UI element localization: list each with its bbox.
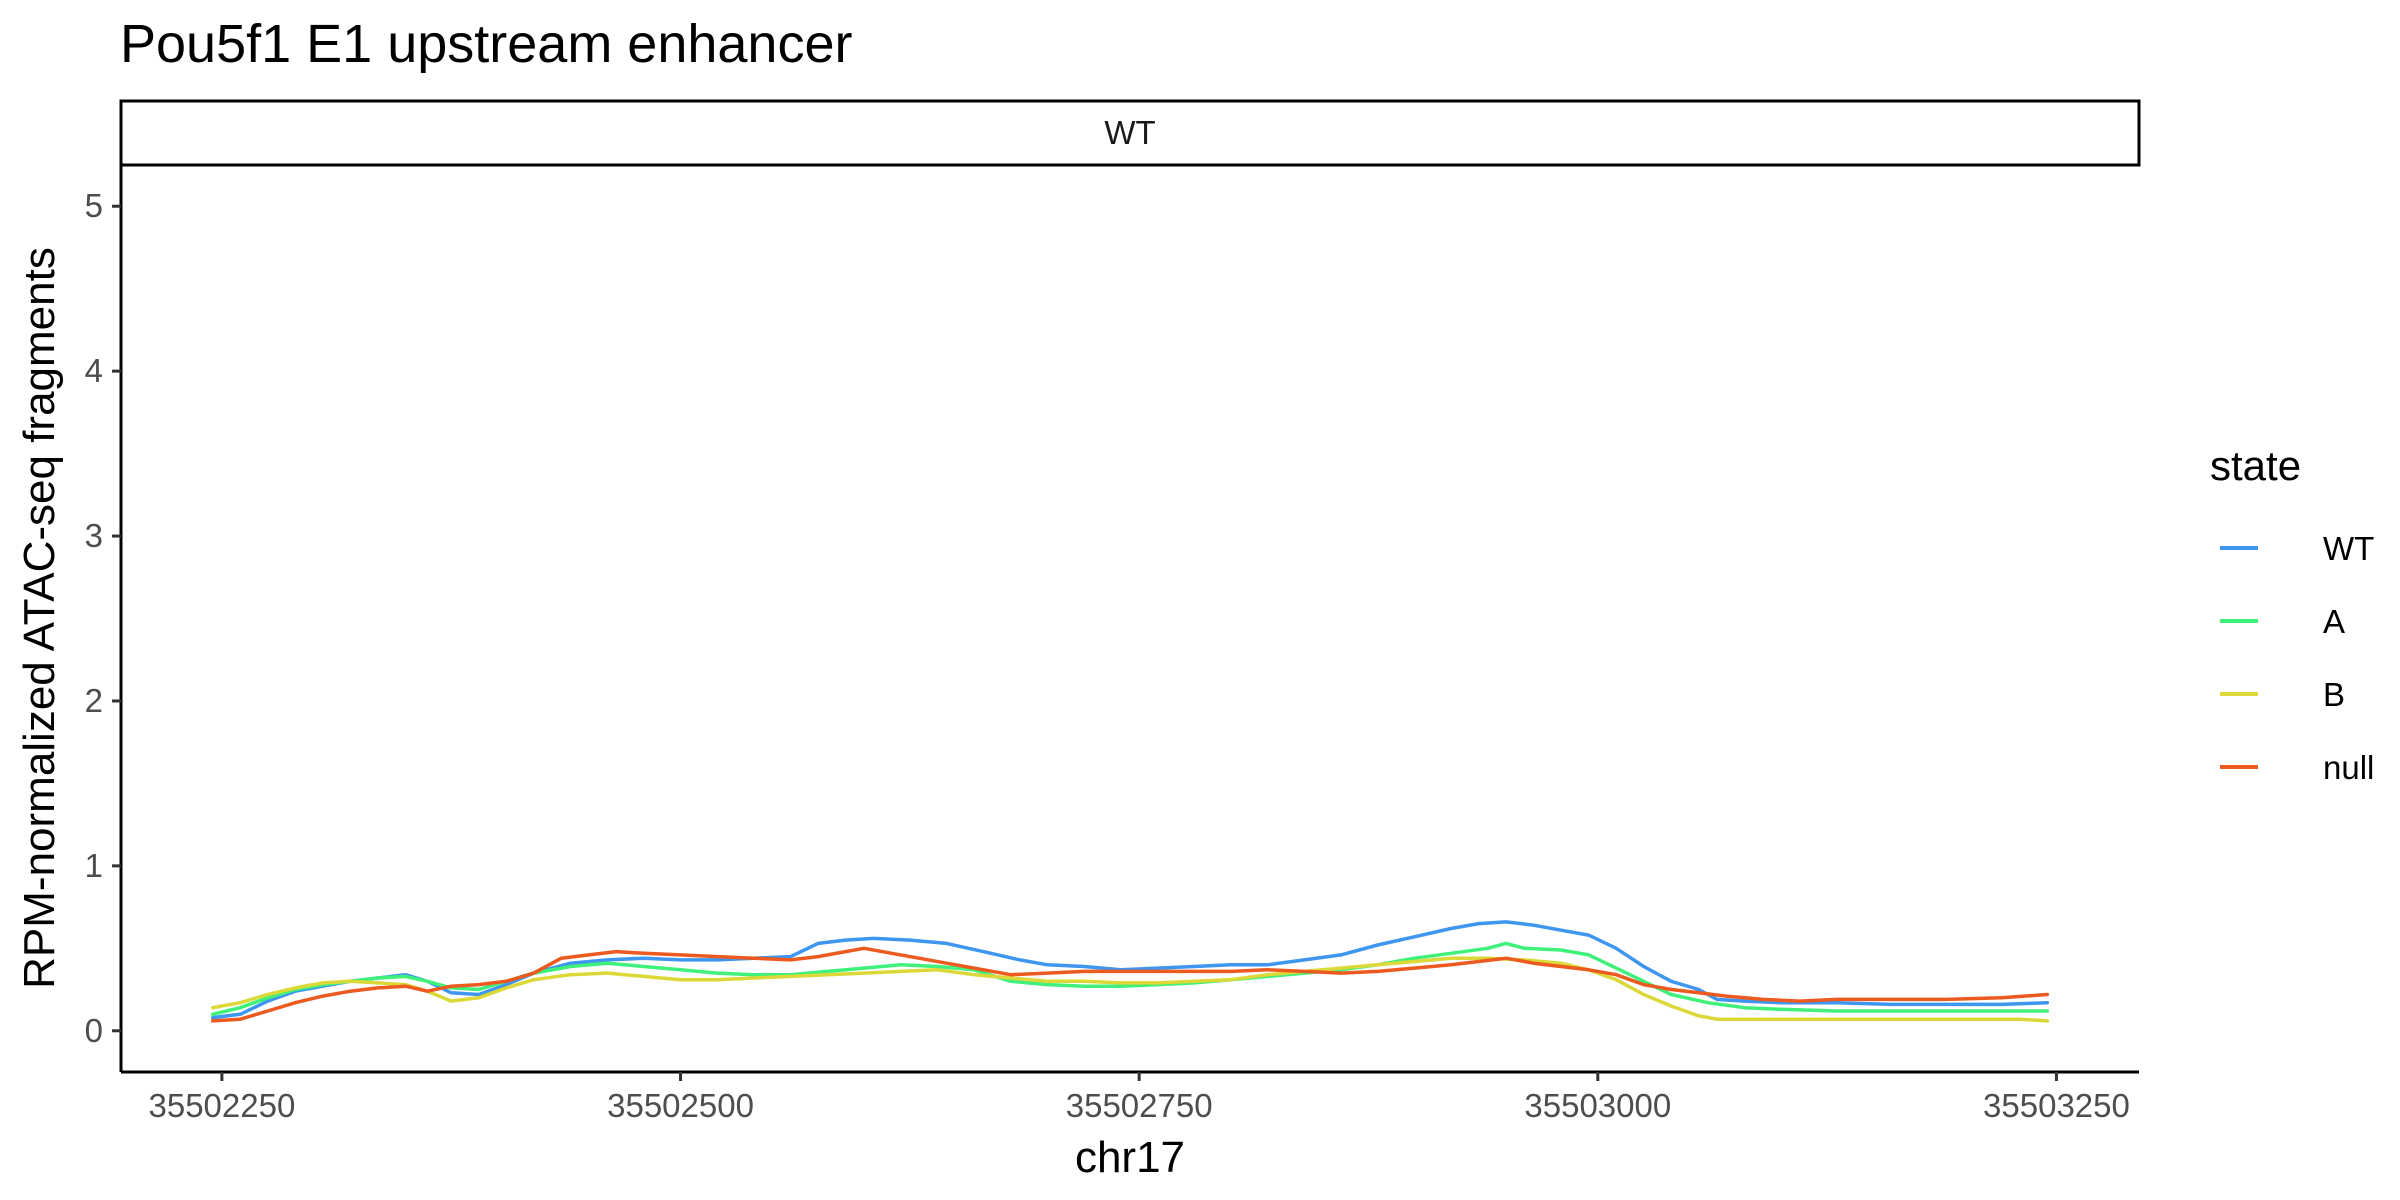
legend-label: null xyxy=(2323,749,2374,786)
x-tick-label: 35502250 xyxy=(148,1087,295,1124)
legend-label: WT xyxy=(2323,530,2374,567)
legend-item-b: B xyxy=(2220,676,2345,713)
y-tick-label: 5 xyxy=(85,187,103,224)
legend-item-null: null xyxy=(2220,749,2374,786)
y-tick-label: 2 xyxy=(85,682,103,719)
x-tick-label: 35502500 xyxy=(607,1087,754,1124)
x-tick-label: 35503250 xyxy=(1983,1087,2130,1124)
y-axis-title: RPM-normalized ATAC-seq fragments xyxy=(15,247,64,989)
series-lines xyxy=(210,920,2050,1023)
legend-title: state xyxy=(2210,442,2301,489)
series-line-b xyxy=(210,956,2050,1023)
y-tick-label: 0 xyxy=(85,1012,103,1049)
legend-label: B xyxy=(2323,676,2345,713)
facet-strip: WT xyxy=(119,99,2141,167)
y-axis-ticks: 0 1 2 3 4 5 xyxy=(85,187,121,1049)
chart-title: Pou5f1 E1 upstream enhancer xyxy=(120,14,852,74)
x-axis-title: chr17 xyxy=(1075,1133,1185,1182)
x-tick-label: 35502750 xyxy=(1066,1087,1213,1124)
series-line-null xyxy=(210,946,2050,1023)
x-tick-label: 35503000 xyxy=(1524,1087,1671,1124)
legend-item-wt: WT xyxy=(2220,530,2374,567)
legend-item-a: A xyxy=(2220,603,2345,640)
facet-strip-label: WT xyxy=(1104,114,1155,151)
x-axis-ticks: 35502250 35502500 35502750 35503000 35503250 xyxy=(148,1072,2130,1124)
y-tick-label: 3 xyxy=(85,517,103,554)
legend-label: A xyxy=(2323,603,2345,640)
y-tick-label: 4 xyxy=(85,352,103,389)
y-tick-label: 1 xyxy=(85,847,103,884)
facet-strip-box xyxy=(119,99,2141,167)
series-line-wt xyxy=(210,920,2050,1020)
